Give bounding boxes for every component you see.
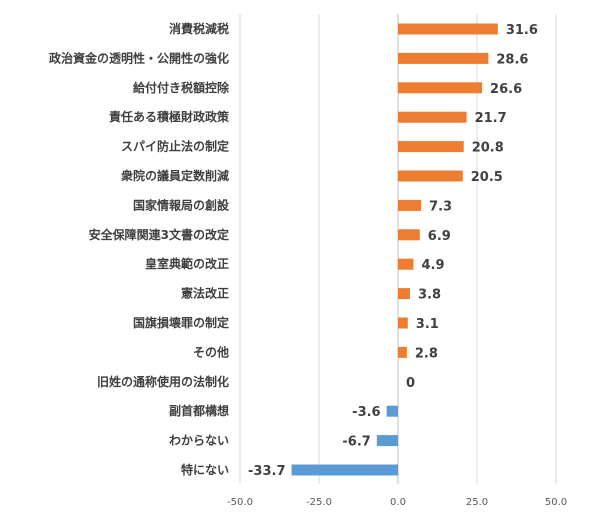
value-label: 6.9 xyxy=(428,229,451,244)
value-label: 20.5 xyxy=(471,170,503,185)
x-tick-label: -50.0 xyxy=(227,497,253,508)
category-label: 政治資金の透明性・公開性の強化 xyxy=(49,50,229,65)
value-label: 3.8 xyxy=(418,288,441,303)
category-label: 国旗損壊罪の制定 xyxy=(133,315,229,330)
category-label: 安全保障関連3文書の改定 xyxy=(89,227,229,242)
value-label: 2.8 xyxy=(415,346,438,361)
bar xyxy=(291,464,398,476)
category-label: 消費税減税 xyxy=(169,21,229,36)
bar xyxy=(398,23,498,35)
category-label: 責任ある積極財政政策 xyxy=(109,109,230,124)
value-label: 0 xyxy=(406,376,415,391)
category-label: わからない xyxy=(169,434,229,448)
category-label: その他 xyxy=(193,344,229,359)
category-label: 憲法改正 xyxy=(180,286,229,301)
bar xyxy=(398,258,414,270)
category-label: 旧姓の通称使用の法制化 xyxy=(97,374,229,389)
bar xyxy=(398,288,411,300)
bar xyxy=(386,405,398,417)
category-label: 給付付き税額控除 xyxy=(133,80,230,95)
value-label: 28.6 xyxy=(496,52,528,67)
bar xyxy=(398,141,464,153)
value-label: 31.6 xyxy=(506,23,538,38)
bar xyxy=(398,82,483,94)
bar xyxy=(398,199,422,211)
value-label: -6.7 xyxy=(342,435,370,450)
x-axis-tick-labels: -50.0 -25.0 0.0 25.0 50.0 xyxy=(227,497,567,508)
value-label: 21.7 xyxy=(475,111,507,126)
value-label: 4.9 xyxy=(421,258,444,273)
x-tick-label: -25.0 xyxy=(306,497,332,508)
value-label: -3.6 xyxy=(352,405,380,420)
bar xyxy=(398,170,463,182)
category-label: 衆院の議員定数削減 xyxy=(121,168,229,183)
bar xyxy=(398,111,467,123)
category-label: 特にない xyxy=(181,462,229,477)
bar xyxy=(398,317,408,329)
value-label: -33.7 xyxy=(248,464,285,479)
bar xyxy=(376,435,398,447)
bars xyxy=(291,23,498,476)
value-label: 7.3 xyxy=(429,199,452,214)
x-tick-label: 0.0 xyxy=(390,497,406,508)
value-labels: 31.6 28.6 26.6 21.7 20.8 20.5 7.3 6.9 4.9 3.8 3.1 2… xyxy=(248,23,538,479)
value-label: 26.6 xyxy=(490,82,522,97)
value-label: 20.8 xyxy=(472,141,504,156)
category-label: 国家情報局の創設 xyxy=(133,197,230,212)
bar xyxy=(398,229,420,241)
category-labels: 消費税減税政治資金の透明性・公開性の強化給付付き税額控除責任ある積極財政政策スパ… xyxy=(49,21,230,477)
x-tick-label: 25.0 xyxy=(466,497,488,508)
category-label: スパイ防止法の制定 xyxy=(121,139,229,154)
category-label: 皇室典範の改正 xyxy=(145,256,229,271)
value-label: 3.1 xyxy=(416,317,439,332)
bar xyxy=(398,346,407,358)
x-tick-label: 50.0 xyxy=(545,497,567,508)
category-label: 副首都構想 xyxy=(169,403,229,418)
bar xyxy=(398,52,489,64)
